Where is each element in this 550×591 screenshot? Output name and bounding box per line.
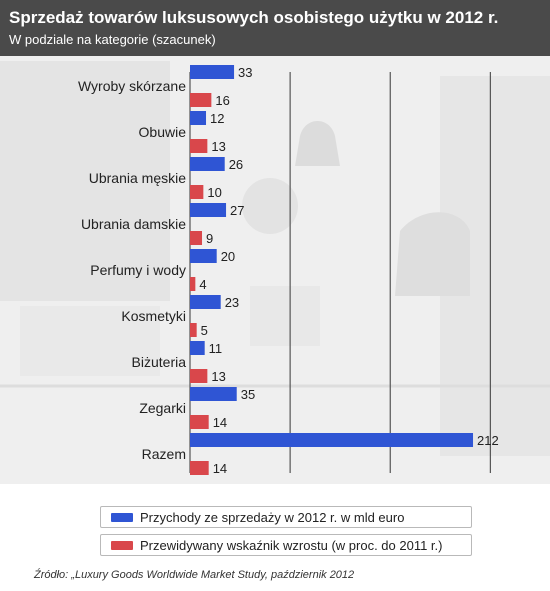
bar-revenue (190, 433, 474, 447)
bar-growth (190, 461, 209, 475)
data-label: 27 (230, 203, 244, 218)
legend-label-revenue: Przychody ze sprzedaży w 2012 r. w mld e… (140, 509, 405, 525)
data-label: 33 (238, 65, 252, 80)
category-label: Zegarki (139, 400, 186, 416)
x-tick-label: 0 (186, 483, 193, 484)
bar-revenue (190, 249, 217, 263)
legend-swatch-growth (111, 540, 133, 550)
category-label: Ubrania męskie (89, 170, 186, 186)
x-tick-label: 75 (283, 483, 297, 484)
data-label: 14 (213, 461, 227, 476)
source-note: Źródło: „Luxury Goods Worldwide Market S… (34, 569, 355, 581)
legend-item-growth: Przewidywany wskaźnik wzrostu (w proc. d… (100, 534, 472, 556)
bar-growth (190, 369, 208, 383)
data-label: 23 (225, 295, 239, 310)
legend-swatch-revenue (111, 512, 133, 522)
bar-revenue (190, 341, 205, 355)
category-label: Obuwie (139, 124, 187, 140)
data-label: 35 (241, 387, 255, 402)
legend-label-growth: Przewidywany wskaźnik wzrostu (w proc. d… (140, 537, 443, 553)
background-photo (0, 56, 550, 484)
data-label: 13 (211, 139, 225, 154)
category-label: Ubrania damskie (81, 216, 186, 232)
bar-revenue (190, 65, 235, 79)
bar-revenue (190, 203, 227, 217)
chart-title: Sprzedaż towarów luksusowych osobistego … (9, 8, 499, 27)
bar-growth (190, 323, 197, 337)
category-label: Biżuteria (132, 354, 187, 370)
category-label: Kosmetyki (121, 308, 186, 324)
bar-growth (190, 231, 203, 245)
bar-growth (190, 277, 196, 291)
bar-growth (190, 139, 208, 153)
data-label: 4 (199, 277, 206, 292)
bar-revenue (190, 387, 237, 401)
category-label: Perfumy i wody (90, 262, 186, 278)
x-tick-label: 150 (379, 483, 401, 484)
chart-subtitle: W podziale na kategorie (szacunek) (9, 32, 216, 47)
bar-chart: Wyroby skórzane 33 16 Obuwie 12 13 Ubrania męs… (78, 65, 502, 484)
category-label: Wyroby skórzane (78, 78, 186, 94)
data-label: 9 (206, 231, 213, 246)
data-label: 20 (221, 249, 235, 264)
data-label: 16 (215, 93, 229, 108)
data-label: 26 (229, 157, 243, 172)
bar-revenue (190, 111, 207, 125)
data-label: 5 (201, 323, 208, 338)
legend: Przychody ze sprzedaży w 2012 r. w mld e… (100, 506, 472, 562)
data-label: 12 (210, 111, 224, 126)
data-label: 10 (207, 185, 221, 200)
chart-header: Sprzedaż towarów luksusowych osobistego … (0, 0, 550, 56)
bar-growth (190, 415, 209, 429)
data-label: 11 (209, 341, 223, 356)
data-label: 13 (211, 369, 225, 384)
x-tick-label: 225 (480, 483, 502, 484)
bar-growth (190, 185, 204, 199)
legend-item-revenue: Przychody ze sprzedaży w 2012 r. w mld e… (100, 506, 472, 528)
data-label: 212 (477, 433, 499, 448)
bar-revenue (190, 295, 221, 309)
category-label: Razem (142, 446, 186, 462)
data-label: 14 (213, 415, 227, 430)
bar-growth (190, 93, 212, 107)
bar-revenue (190, 157, 225, 171)
